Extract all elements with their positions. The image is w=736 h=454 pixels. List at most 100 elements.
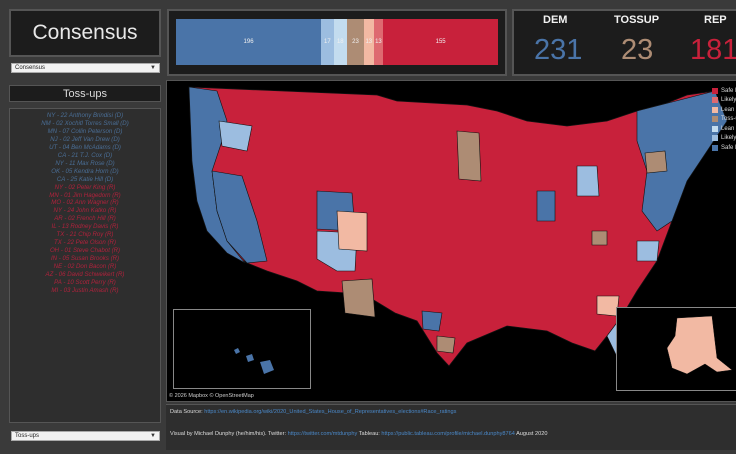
legend-item[interactable]: Lean D [712, 124, 736, 134]
seat-bar-label: 13 [375, 39, 382, 45]
author-text: Visual by Michael Dunphy (he/him/his). T… [170, 431, 288, 437]
seat-bar-segment[interactable]: 23 [346, 19, 364, 65]
legend-item[interactable]: Likely R [712, 96, 736, 106]
seat-totals-panel: DEM 231 TOSSUP 23 REP 181 [512, 9, 736, 76]
tossup-list-item[interactable]: TX - 21 Chip Roy (R) [56, 231, 114, 239]
california-interior [211, 170, 268, 264]
footer: Data Source: https://en.wikipedia.org/wi… [166, 404, 736, 450]
seat-bar-segment[interactable]: 13 [373, 19, 384, 65]
legend-label: Likely D [721, 135, 736, 142]
tossup-list-item[interactable]: OK - 05 Kendra Horn (D) [51, 167, 119, 175]
legend-item[interactable]: Lean R [712, 105, 736, 115]
chevron-down-icon: ▼ [150, 65, 156, 71]
tossup-list: NY - 22 Anthony Brindisi (D) NM - 02 Xoch… [10, 109, 160, 295]
us-district-map-svg[interactable] [167, 81, 736, 402]
tossup-list-item[interactable]: NY - 02 Peter King (R) [54, 183, 116, 191]
tossup-list-item[interactable]: MN - 01 Jim Hagedorn (R) [49, 191, 121, 199]
tossup-list-item[interactable]: AR - 02 French Hill (R) [54, 215, 116, 223]
seat-count-bar-panel: 196 17 18 23 13 13 155 [167, 9, 507, 76]
tossup-list-item[interactable]: NY - 24 John Katko (R) [53, 207, 117, 215]
seat-bar-label: 155 [435, 39, 446, 45]
tossup-list-item[interactable]: IN - 05 Susan Brooks (R) [50, 255, 120, 263]
tableau-link[interactable]: https://public.tableau.com/profile/micha… [381, 431, 515, 437]
hawaii-map-svg [234, 348, 274, 374]
legend-label: Lean D [721, 125, 736, 132]
seat-bar-segment[interactable]: 196 [176, 19, 322, 65]
tossup-list-item[interactable]: NE - 02 Don Bacon (R) [53, 263, 117, 271]
seat-bar-label: 17 [324, 39, 331, 45]
legend-item[interactable]: Likely D [712, 134, 736, 144]
ohio-tossup [591, 230, 608, 246]
legend-swatch [712, 106, 718, 113]
legend-item[interactable]: Toss-up [712, 115, 736, 125]
tossup-panel-header: Toss-ups [9, 85, 161, 102]
legend-swatch [712, 116, 718, 123]
rating-source-select[interactable]: Consensus ▼ [11, 63, 160, 73]
legend-label: Safe D [721, 144, 736, 151]
tossup-list-item[interactable]: AZ - 06 David Schweikert (R) [45, 271, 125, 279]
legend-item[interactable]: Safe R [712, 86, 736, 96]
seat-bar-label: 196 [243, 39, 254, 45]
tossup-list-item[interactable]: NM - 02 Xochitl Torres Small (D) [41, 119, 129, 127]
dashboard-title: Consensus [9, 9, 161, 57]
dem-label: DEM [543, 14, 568, 26]
alaska-shape [666, 315, 733, 375]
tossup-list-panel: NY - 22 Anthony Brindisi (D) NM - 02 Xoch… [9, 108, 161, 423]
legend-label: Lean R [721, 106, 736, 113]
tossup-list-item[interactable]: NY - 11 Max Rose (D) [55, 159, 115, 167]
tossup-list-item[interactable]: MO - 02 Ann Wagner (R) [51, 199, 119, 207]
legend-label: Toss-up [721, 116, 736, 123]
data-source-line: Data Source: https://en.wikipedia.org/wi… [170, 409, 456, 415]
new-mexico-tossup [341, 278, 376, 318]
dem-total: 231 [534, 34, 583, 66]
tossup-filter-select[interactable]: Toss-ups ▼ [11, 431, 160, 441]
oregon-lean [218, 120, 253, 152]
tossup-label: TOSSUP [614, 14, 660, 26]
district-map[interactable]: Safe R Likely R Lean R Toss-up Lean D Likely … [166, 80, 736, 402]
tossup-list-item[interactable]: PA - 10 Scott Perry (R) [54, 279, 116, 287]
northeast-districts [636, 90, 728, 232]
chevron-down-icon: ▼ [150, 433, 156, 439]
data-source-label: Data Source: [170, 409, 205, 415]
utah-lean [336, 210, 368, 252]
legend-swatch [712, 87, 718, 94]
texas-tossup [436, 335, 456, 354]
contiguous-us-shape [188, 86, 728, 367]
seat-bar-segment[interactable]: 155 [383, 19, 498, 65]
hawaii-islands [234, 348, 274, 374]
tossup-list-item[interactable]: NJ - 02 Jeff Van Drew (D) [50, 135, 120, 143]
legend-item[interactable]: Safe D [712, 143, 736, 153]
legend-label: Safe R [721, 87, 736, 94]
seat-bar-segment[interactable]: 18 [333, 19, 347, 65]
tossup-list-item[interactable]: CA - 25 Katie Hill (D) [56, 175, 114, 183]
seat-bar-segment[interactable]: 13 [364, 19, 374, 65]
map-credit: © 2026 Mapbox © OpenStreetMap [169, 393, 254, 399]
chicago-districts [536, 190, 556, 222]
seat-bar-label: 13 [365, 39, 373, 45]
tableau-label: Tableau: [357, 431, 382, 437]
seat-bar-segment[interactable]: 17 [321, 19, 334, 65]
seat-bar-label: 23 [352, 39, 359, 45]
texas-metro-blue [421, 310, 443, 332]
tossup-list-item[interactable]: TX - 22 Pete Olson (R) [54, 239, 116, 247]
tossup-panel-title: Toss-ups [62, 87, 108, 100]
tossup-list-item[interactable]: MI - 03 Justin Amash (R) [51, 286, 119, 294]
legend-swatch [712, 125, 718, 132]
map-legend: Safe R Likely R Lean R Toss-up Lean D Likely … [712, 86, 736, 153]
alaska-map-svg [666, 315, 733, 375]
tossup-filter-value: Toss-ups [15, 433, 40, 439]
tossup-list-item[interactable]: OH - 01 Steve Chabot (R) [49, 247, 121, 255]
tossup-list-item[interactable]: MN - 07 Collin Peterson (D) [47, 127, 123, 135]
tossup-list-item[interactable]: UT - 04 Ben McAdams (D) [49, 143, 121, 151]
twitter-link[interactable]: https://twitter.com/mtdunphy [287, 431, 358, 437]
tossup-list-item[interactable]: IL - 13 Rodney Davis (R) [51, 223, 119, 231]
hawaii-inset [173, 309, 311, 389]
new-york-tossup [644, 150, 668, 174]
tossup-total: 23 [621, 34, 654, 66]
credits-line: Visual by Michael Dunphy (he/him/his). T… [170, 431, 548, 437]
tossup-list-item[interactable]: NY - 22 Anthony Brindisi (D) [46, 112, 124, 119]
legend-label: Likely R [721, 97, 736, 104]
tossup-list-item[interactable]: CA - 21 T.J. Cox (D) [57, 151, 113, 159]
data-source-link[interactable]: https://en.wikipedia.org/wiki/2020_Unite… [204, 409, 457, 415]
date-text: August 2020 [514, 431, 548, 437]
